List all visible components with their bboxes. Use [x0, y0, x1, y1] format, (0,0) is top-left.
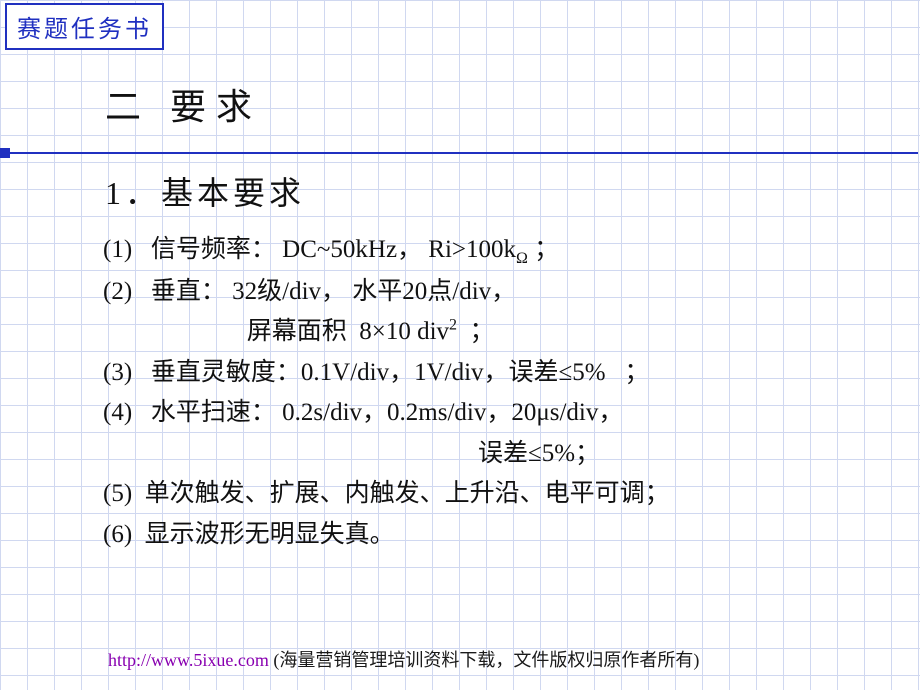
footer-note: (海量营销管理培训资料下载，文件版权归原作者所有)	[269, 650, 700, 670]
list-item: (2) 垂直： 32级/div， 水平20点/div，	[103, 272, 883, 313]
item-text: (4) 水平扫速： 0.2s/div，0.2ms/div，20μs/div，	[103, 399, 623, 426]
list-item: (6) 显示波形无明显失真。	[103, 515, 883, 556]
footer: http://www.5ixue.com (海量营销管理培训资料下载，文件版权归…	[108, 646, 699, 672]
item-text: 屏幕面积 8×10 div	[103, 318, 449, 345]
subsection-heading: 1．基本要求	[105, 168, 305, 214]
item-text: (3) 垂直灵敏度：0.1V/div，1V/div，误差≤5% ；	[103, 359, 649, 386]
title-tab-text: 赛题任务书	[17, 17, 152, 43]
item-text: ；	[528, 236, 559, 263]
list-item: (1) 信号频率： DC~50kHz， Ri>100kΩ ；	[103, 230, 883, 272]
list-item: (3) 垂直灵敏度：0.1V/div，1V/div，误差≤5% ；	[103, 353, 883, 394]
item-text: (6) 显示波形无明显失真。	[103, 521, 395, 548]
requirements-list: (1) 信号频率： DC~50kHz， Ri>100kΩ ； (2) 垂直： 3…	[103, 230, 883, 555]
omega-symbol: Ω	[516, 250, 528, 267]
footer-link[interactable]: http://www.5ixue.com	[108, 650, 269, 670]
item-text: (5) 单次触发、扩展、内触发、上升沿、电平可调；	[103, 480, 670, 507]
list-item: 屏幕面积 8×10 div2 ；	[103, 312, 883, 353]
item-text: 误差≤5%；	[103, 440, 600, 467]
item-text: (1) 信号频率： DC~50kHz， Ri>100k	[103, 236, 516, 263]
horizontal-rule	[2, 152, 918, 154]
section-heading: 二 要求	[105, 78, 262, 130]
list-item: (4) 水平扫速： 0.2s/div，0.2ms/div，20μs/div，	[103, 393, 883, 434]
superscript-2: 2	[449, 317, 457, 334]
list-item: (5) 单次触发、扩展、内触发、上升沿、电平可调；	[103, 474, 883, 515]
list-item: 误差≤5%；	[103, 434, 883, 475]
title-tab: 赛题任务书	[5, 3, 164, 50]
item-text: (2) 垂直： 32级/div， 水平20点/div，	[103, 278, 516, 305]
item-text: ；	[457, 318, 495, 345]
